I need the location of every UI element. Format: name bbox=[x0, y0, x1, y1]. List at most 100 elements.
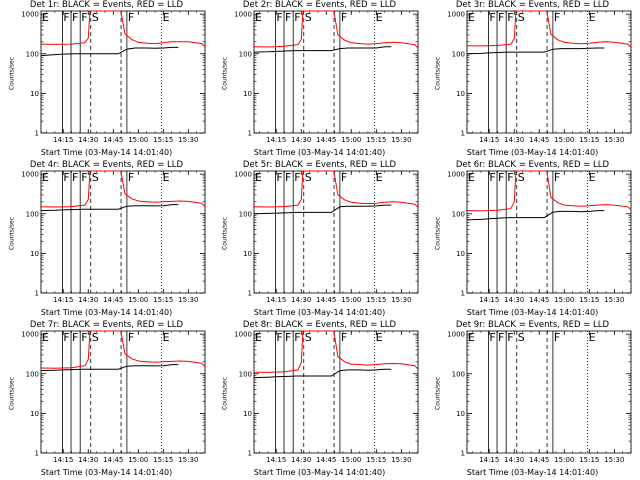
panel-plot: 1 10 100 1000 14:15 14:30 14:45 15:00 15:15 15:30… bbox=[447, 330, 632, 464]
event-marker-label: E bbox=[255, 11, 262, 24]
event-marker-label: E bbox=[468, 11, 475, 24]
event-marker-label: F bbox=[341, 11, 347, 24]
panel-title: Det 1r: BLACK = Events, RED = LLD bbox=[29, 0, 184, 10]
panel-plot: 1 10 100 1000 14:15 14:30 14:45 15:00 15:15 15:30… bbox=[21, 330, 206, 464]
event-marker-label: F bbox=[341, 171, 347, 184]
events-series-line bbox=[40, 364, 179, 372]
detector-panel-8: Det 8r: BLACK = Events, RED = LLD 1 10 100 1… bbox=[213, 320, 426, 480]
x-tick-label: 15:00 bbox=[341, 296, 361, 304]
detector-panel-5: Det 5r: BLACK = Events, RED = LLD 1 10 100 1… bbox=[213, 160, 426, 320]
x-tick-label: 15:00 bbox=[128, 136, 148, 144]
x-tick-label: 15:30 bbox=[604, 296, 624, 304]
y-tick-label: 100 bbox=[26, 370, 39, 378]
event-marker-label: F bbox=[285, 331, 291, 344]
event-marker-label: F bbox=[81, 171, 87, 184]
x-tick-label: 14:15 bbox=[266, 456, 286, 464]
x-tick-label: 14:45 bbox=[316, 296, 336, 304]
x-tick-label: 14:45 bbox=[103, 456, 123, 464]
x-tick-label: 14:15 bbox=[53, 136, 73, 144]
x-axis-label: Start Time (03-May-14 14:01:40) bbox=[253, 148, 386, 157]
x-tick-label: 15:00 bbox=[554, 296, 574, 304]
events-series-line bbox=[466, 47, 605, 55]
panel-title: Det 2r: BLACK = Events, RED = LLD bbox=[242, 0, 397, 10]
event-marker-label: F bbox=[294, 11, 300, 24]
y-tick-label: 100 bbox=[239, 210, 252, 218]
y-tick-label: 10 bbox=[243, 90, 252, 98]
event-marker-label: E bbox=[468, 171, 475, 184]
x-tick-label: 15:00 bbox=[554, 456, 574, 464]
y-tick-label: 1000 bbox=[234, 171, 252, 179]
x-axis-label: Start Time (03-May-14 14:01:40) bbox=[253, 468, 386, 477]
x-tick-label: 14:45 bbox=[103, 136, 123, 144]
panel-title: Det 6r: BLACK = Events, RED = LLD bbox=[455, 160, 610, 170]
x-axis-label: Start Time (03-May-14 14:01:40) bbox=[466, 148, 599, 157]
event-marker-label: F bbox=[498, 331, 504, 344]
y-tick-label: 1 bbox=[248, 290, 252, 298]
y-tick-label: 1 bbox=[461, 290, 465, 298]
x-tick-label: 14:30 bbox=[78, 296, 98, 304]
x-tick-label: 15:30 bbox=[178, 456, 198, 464]
x-tick-label: 14:30 bbox=[291, 296, 311, 304]
event-marker-label: F bbox=[489, 331, 495, 344]
event-marker-label: E bbox=[468, 331, 475, 344]
event-marker-label: E bbox=[42, 171, 49, 184]
x-tick-label: 14:45 bbox=[103, 296, 123, 304]
y-tick-label: 100 bbox=[239, 370, 252, 378]
lld-series-line bbox=[40, 330, 206, 369]
x-tick-label: 15:30 bbox=[391, 136, 411, 144]
x-axis-label: Start Time (03-May-14 14:01:40) bbox=[40, 148, 173, 157]
event-marker-label: F bbox=[489, 171, 495, 184]
y-tick-label: 100 bbox=[239, 50, 252, 58]
detector-panel-4: Det 4r: BLACK = Events, RED = LLD 1 10 100 1… bbox=[0, 160, 213, 320]
x-tick-label: 15:15 bbox=[366, 136, 386, 144]
panel-plot: 1 10 100 1000 14:15 14:30 14:45 15:00 15:15 15:30… bbox=[447, 10, 632, 144]
y-axis-label: Counts/sec bbox=[434, 216, 442, 251]
lld-series-line bbox=[253, 10, 419, 49]
event-marker-label: E bbox=[42, 11, 49, 24]
y-axis-label: Counts/sec bbox=[221, 56, 229, 91]
y-axis-label: Counts/sec bbox=[8, 376, 16, 411]
event-marker-label: F bbox=[276, 11, 282, 24]
panel-plot: 1 10 100 1000 14:15 14:30 14:45 15:00 15:15 15:30… bbox=[21, 170, 206, 304]
plot-frame bbox=[466, 330, 632, 454]
detector-panel-6: Det 6r: BLACK = Events, RED = LLD 1 10 100 1… bbox=[426, 160, 639, 320]
panel-plot: 1 10 100 1000 14:15 14:30 14:45 15:00 15:15 15:30… bbox=[234, 10, 419, 144]
event-marker-label: E bbox=[376, 171, 383, 184]
x-tick-label: 14:45 bbox=[529, 136, 549, 144]
x-tick-label: 14:30 bbox=[78, 456, 98, 464]
x-tick-label: 14:30 bbox=[504, 456, 524, 464]
y-tick-label: 1000 bbox=[21, 331, 39, 339]
x-tick-label: 14:30 bbox=[291, 136, 311, 144]
x-tick-label: 14:15 bbox=[266, 296, 286, 304]
lld-series-line bbox=[466, 10, 632, 48]
event-marker-label: F bbox=[81, 11, 87, 24]
x-tick-label: 15:15 bbox=[579, 136, 599, 144]
y-tick-label: 1000 bbox=[234, 11, 252, 19]
event-marker-label: F bbox=[554, 171, 560, 184]
event-marker-label: E bbox=[42, 331, 49, 344]
event-marker-label: F bbox=[128, 331, 134, 344]
x-tick-label: 15:30 bbox=[391, 296, 411, 304]
x-tick-label: 14:15 bbox=[266, 136, 286, 144]
plot-frame bbox=[466, 10, 632, 134]
x-tick-label: 15:15 bbox=[366, 296, 386, 304]
panel-title: Det 8r: BLACK = Events, RED = LLD bbox=[242, 320, 397, 330]
x-tick-label: 15:30 bbox=[391, 456, 411, 464]
x-tick-label: 14:15 bbox=[479, 296, 499, 304]
event-marker-label: F bbox=[554, 11, 560, 24]
events-series-line bbox=[253, 368, 392, 379]
event-marker-label: E bbox=[255, 171, 262, 184]
plot-frame bbox=[40, 330, 206, 454]
y-tick-label: 1 bbox=[248, 450, 252, 458]
x-tick-label: 15:00 bbox=[128, 296, 148, 304]
event-marker-label: F bbox=[63, 331, 69, 344]
event-marker-label: F bbox=[72, 331, 78, 344]
x-tick-label: 15:15 bbox=[153, 296, 173, 304]
y-tick-label: 10 bbox=[456, 250, 465, 258]
event-marker-label: F bbox=[498, 171, 504, 184]
panel-plot: 1 10 100 1000 14:15 14:30 14:45 15:00 15:15 15:30… bbox=[21, 10, 206, 144]
y-axis-label: Counts/sec bbox=[8, 216, 16, 251]
x-axis-label: Start Time (03-May-14 14:01:40) bbox=[466, 468, 599, 477]
lld-series-line bbox=[40, 170, 206, 208]
x-tick-label: 15:00 bbox=[341, 136, 361, 144]
